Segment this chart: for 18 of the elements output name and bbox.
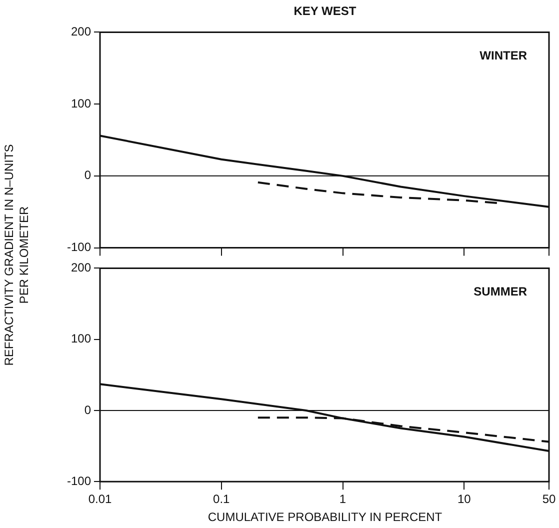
- x-tick-label: 1: [339, 492, 346, 506]
- y-tick-label: 100: [70, 332, 92, 346]
- annotation: SUMMER: [474, 284, 528, 299]
- y-tick-label: 0: [84, 168, 92, 182]
- x-tick-label: 0.01: [88, 492, 112, 506]
- annotation: WINTER: [480, 48, 528, 63]
- chart-title: KEY WEST: [292, 4, 358, 18]
- y-tick-label: -100: [66, 240, 92, 254]
- y-tick-label: 200: [70, 260, 92, 275]
- y-tick-label: -100: [66, 474, 92, 488]
- x-tick-label: 50: [542, 492, 556, 506]
- y-tick-label: 200: [70, 24, 92, 39]
- x-tick-label: 10: [457, 492, 472, 506]
- x-tick-label: 0.1: [213, 492, 230, 506]
- y-tick-label: 0: [84, 402, 92, 417]
- x-axis-title: CUMULATIVE PROBABILITY IN PERCENT: [206, 510, 444, 524]
- y-tick-label: 100: [70, 96, 92, 110]
- y-axis-title: REFRACTIVITY GRADIENT IN N–UNITS PER KILOMETER: [2, 143, 32, 368]
